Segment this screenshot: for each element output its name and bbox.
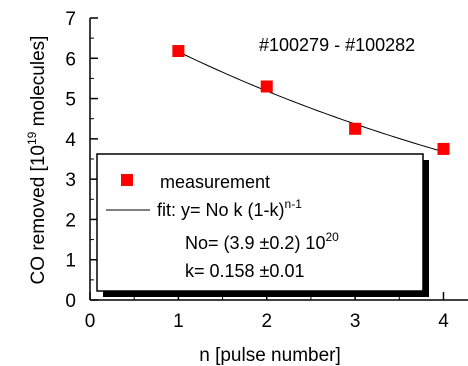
- y-tick-label: 5: [65, 90, 76, 111]
- legend-no-main: No= (3.9 ±0.2) 10: [185, 233, 325, 253]
- y-tick-label: 1: [65, 251, 76, 272]
- y-ticks: 0 1 2 3 4 5 6 7: [65, 9, 98, 312]
- data-point: [349, 122, 362, 135]
- y-tick-label: 7: [65, 9, 76, 30]
- legend-no-exponent: 20: [325, 230, 339, 244]
- x-ticks: 0 1 2 3 4: [85, 292, 449, 332]
- x-tick-label: 0: [85, 311, 96, 332]
- legend-marker-swatch: [121, 174, 133, 186]
- x-tick-label: 2: [261, 311, 272, 332]
- data-point: [260, 80, 273, 93]
- chart-annotation: #100279 - #100282: [259, 35, 415, 55]
- plot-area: 0 1 2 3 4 0 1 2 3 4 5 6 7: [65, 9, 468, 332]
- x-axis-label: n [pulse number]: [199, 345, 341, 366]
- y-axis-label: CO removed [1019 molecules]: [25, 36, 49, 285]
- y-axis-label-tail: molecules]: [28, 36, 49, 132]
- y-tick-label: 3: [65, 170, 76, 191]
- data-point: [437, 142, 450, 155]
- legend-label-measurement: measurement: [160, 172, 270, 192]
- legend-box: [96, 153, 424, 292]
- y-axis-label-exponent: 19: [25, 131, 39, 145]
- x-tick-label: 1: [173, 311, 184, 332]
- fit-curve: [178, 51, 444, 153]
- legend-no-value: No= (3.9 ±0.2) 1020: [185, 230, 339, 253]
- legend-k-value: k= 0.158 ±0.01: [185, 261, 304, 281]
- legend: measurement fit: y= No k (1-k)n-1 No= (3…: [96, 153, 429, 297]
- y-tick-label: 4: [65, 130, 76, 151]
- y-axis-label-main: CO removed [10: [28, 145, 49, 284]
- legend-fit-exponent: n-1: [285, 197, 303, 211]
- x-tick-label: 4: [438, 311, 449, 332]
- y-tick-label: 2: [65, 210, 76, 231]
- legend-label-fit: fit: y= No k (1-k)n-1: [157, 197, 302, 220]
- data-point: [172, 45, 185, 58]
- legend-fit-main: fit: y= No k (1-k): [157, 200, 285, 220]
- x-tick-label: 3: [350, 311, 361, 332]
- measurement-markers: [172, 45, 450, 155]
- y-tick-label: 0: [65, 291, 76, 312]
- y-tick-label: 6: [65, 49, 76, 70]
